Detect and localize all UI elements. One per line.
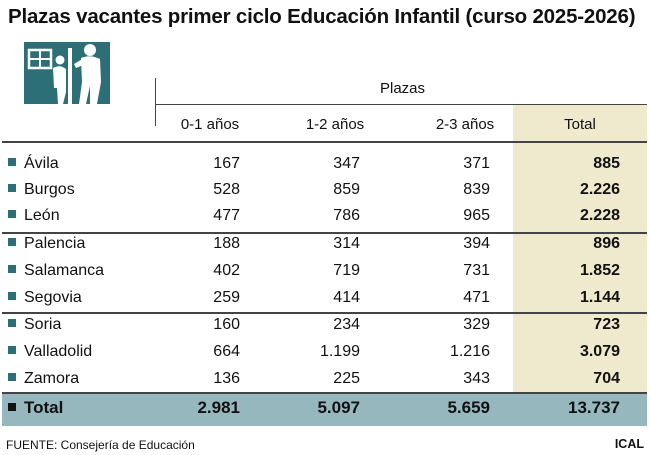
total-value-2-3: 5.659 [447,398,490,417]
row-label: Segovia [8,289,82,307]
cell-1-2: 314 [333,235,360,252]
cell-2-3: 394 [463,235,490,252]
row-label: Ávila [8,155,59,173]
cell-2-3: 329 [463,316,490,333]
cell-total: 704 [593,370,620,387]
cell-total: 2.228 [579,207,620,224]
cell-total: 723 [593,316,620,333]
row-bullet-icon [8,292,16,300]
cell-2-3: 471 [463,289,490,306]
row-bullet-icon [8,373,16,381]
cell-total: 2.226 [579,181,620,198]
cell-1-2: 347 [333,155,360,172]
row-label-text: Ávila [24,155,59,172]
column-header-2-3: 2-3 años [435,116,495,133]
cell-2-3: 371 [463,155,490,172]
cell-1-2: 786 [333,207,360,224]
row-label-text: Palencia [24,235,86,252]
column-header-total: Total [564,116,596,133]
cell-1-2: 234 [333,316,360,333]
children-at-door-logo [24,42,110,104]
cell-2-3: 1.216 [449,343,490,360]
row-label-text: Salamanca [24,262,105,279]
cell-0-1: 188 [213,235,240,252]
total-column-background [513,104,647,392]
cell-2-3: 965 [463,207,490,224]
source-note: FUENTE: Consejería de Educación [6,438,195,452]
total-label-text: Total [24,398,64,417]
row-bullet-icon [8,265,16,273]
cell-1-2: 1.199 [319,343,360,360]
cell-total: 1.144 [579,289,620,306]
cell-0-1: 167 [213,155,240,172]
cell-0-1: 528 [213,181,240,198]
row-label: Soria [8,316,61,334]
row-label-text: Soria [24,316,62,333]
cell-1-2: 719 [333,262,360,279]
row-label-text: Segovia [24,289,82,306]
row-label: León [8,207,60,225]
total-top-rule [2,392,647,394]
cell-1-2: 414 [333,289,360,306]
total-row-label: Total [8,398,63,418]
cell-total: 1.852 [579,262,620,279]
row-bullet-icon [8,238,16,246]
cell-2-3: 343 [463,370,490,387]
chart-title: Plazas vacantes primer ciclo Educación I… [8,5,636,28]
cell-0-1: 160 [213,316,240,333]
cell-0-1: 477 [213,207,240,224]
total-value-total: 13.737 [568,398,620,417]
group-divider-1 [2,232,647,234]
cell-1-2: 225 [333,370,360,387]
row-label: Burgos [8,181,75,199]
row-bullet-icon [8,158,16,166]
total-value-0-1: 2.981 [197,398,240,417]
row-label: Zamora [8,370,79,388]
row-bullet-icon [8,346,16,354]
total-bullet-icon [8,403,16,411]
cell-2-3: 839 [463,181,490,198]
cell-total: 896 [593,235,620,252]
cell-0-1: 136 [213,370,240,387]
row-label-text: León [24,207,60,224]
cell-2-3: 731 [463,262,490,279]
row-label: Palencia [8,235,85,253]
row-label: Salamanca [8,262,104,280]
header-divider [155,78,156,126]
plazas-group-header: Plazas [379,80,426,97]
cell-1-2: 859 [333,181,360,198]
header-inner-rule [155,104,647,105]
total-value-1-2: 5.097 [317,398,360,417]
row-label-text: Burgos [24,181,75,198]
column-header-0-1: 0-1 años [180,116,240,133]
row-bullet-icon [8,210,16,218]
row-label: Valladolid [8,343,92,361]
group-divider-2 [2,312,647,314]
brand-label: ICAL [614,437,644,451]
row-bullet-icon [8,184,16,192]
cell-total: 885 [593,155,620,172]
cell-0-1: 259 [213,289,240,306]
cell-0-1: 402 [213,262,240,279]
row-label-text: Zamora [24,370,80,387]
cell-total: 3.079 [579,343,620,360]
row-bullet-icon [8,319,16,327]
column-header-1-2: 1-2 años [305,116,365,133]
table-top-rule [2,141,647,143]
row-label-text: Valladolid [24,343,93,360]
cell-0-1: 664 [213,343,240,360]
total-row-background [2,394,647,426]
